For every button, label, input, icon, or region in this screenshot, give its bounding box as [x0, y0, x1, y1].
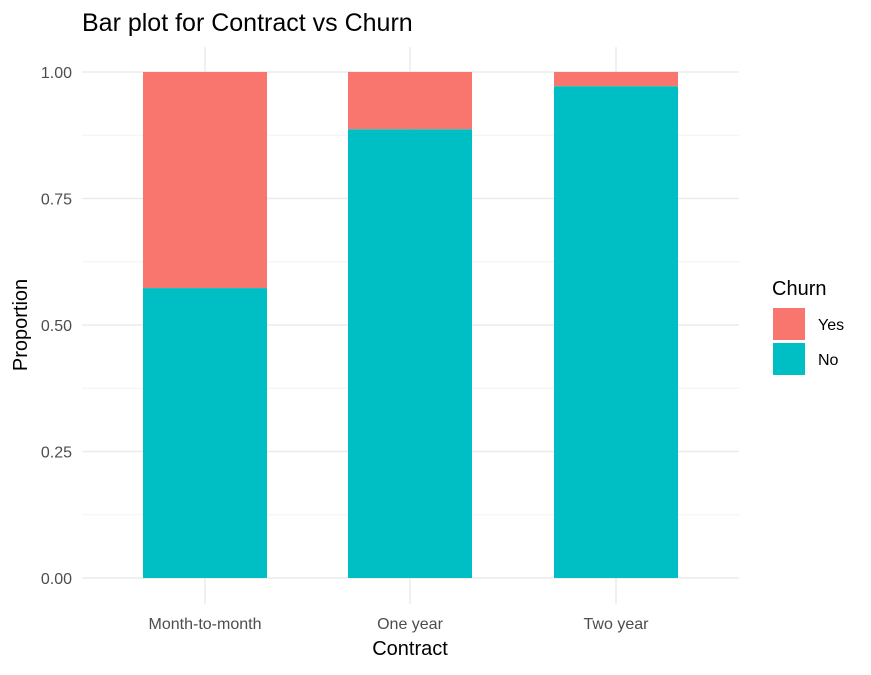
y-axis-title: Proportion [10, 279, 32, 371]
bar-yes-month-to-month [143, 72, 267, 289]
bar-yes-two-year [554, 72, 678, 87]
axis-layer: 0.00 0.25 0.50 0.75 1.00 Month-to-month One ye… [41, 65, 649, 633]
bar-no-one-year [348, 129, 472, 579]
x-axis-title: Contract [372, 638, 448, 660]
legend-title: Churn [772, 278, 826, 300]
x-tick-label: Month-to-month [149, 616, 262, 633]
legend-key-yes [773, 308, 805, 340]
x-tick-label: One year [377, 616, 443, 633]
bars-layer [143, 72, 678, 579]
legend-label-no: No [818, 352, 839, 369]
bar-no-month-to-month [143, 288, 267, 578]
chart-title: Bar plot for Contract vs Churn [82, 9, 413, 37]
y-tick-label: 0.00 [41, 571, 72, 588]
legend-key-no [773, 343, 805, 375]
bar-yes-one-year [348, 72, 472, 130]
legend-label-yes: Yes [818, 317, 844, 334]
y-tick-label: 0.75 [41, 192, 72, 209]
bar-no-two-year [554, 86, 678, 578]
legend: Churn Yes No [772, 278, 844, 375]
x-tick-label: Two year [584, 616, 650, 633]
y-tick-label: 0.25 [41, 445, 72, 462]
y-tick-label: 0.50 [41, 318, 72, 335]
y-tick-label: 1.00 [41, 65, 72, 82]
legend-items: Yes No [773, 308, 844, 375]
